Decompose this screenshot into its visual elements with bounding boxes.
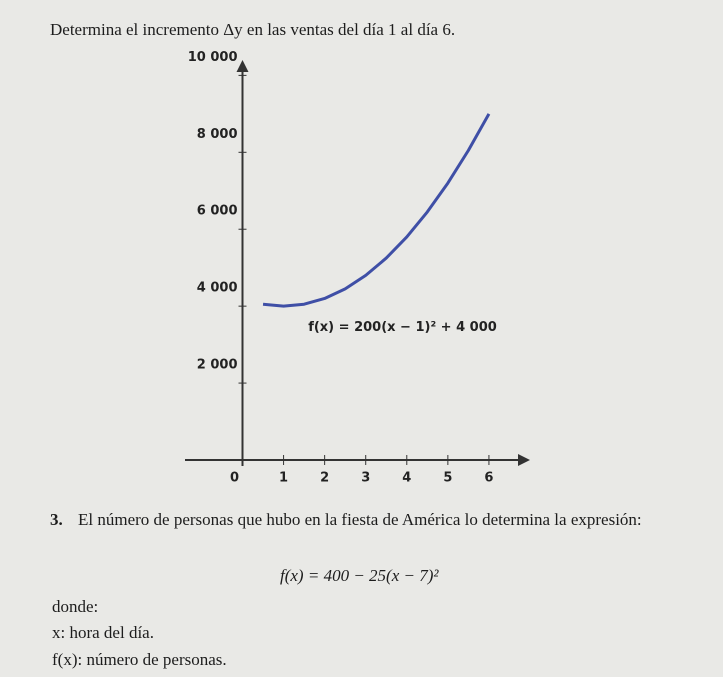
- x-tick-label: 1: [279, 471, 288, 486]
- definition: x: hora del día.: [52, 623, 154, 642]
- y-tick-label: 10 000: [188, 50, 238, 65]
- x-tick-label: 5: [443, 471, 452, 486]
- formula: f(x) = 400 − 25(x − 7)²: [280, 566, 439, 585]
- y-tick-label: 2 000: [197, 358, 238, 373]
- x-axis-arrow: [518, 454, 530, 466]
- y-tick-label: 4 000: [197, 281, 238, 296]
- y-tick-label: 6 000: [197, 204, 238, 219]
- annotation: f(x) = 200(x − 1)² + 4 000: [308, 320, 497, 335]
- definition: f(x): número de personas.: [52, 650, 227, 669]
- x-tick-label: 0: [230, 471, 239, 486]
- y-tick-label: 8 000: [197, 127, 238, 142]
- item-number: 3.: [50, 510, 63, 529]
- x-tick-label: 3: [361, 471, 370, 486]
- x-tick-label: 2: [320, 471, 329, 486]
- x-tick-label: 6: [484, 471, 493, 486]
- item-text: El número de personas que hubo en la fie…: [78, 510, 642, 529]
- x-tick-label: 4: [402, 471, 411, 486]
- curve: [262, 113, 491, 308]
- where: donde:: [52, 597, 99, 616]
- chart: 2 000 4 000 6 000 8 000 10 000 0 1 2 3 4 5 6 f(x) = …: [185, 50, 530, 486]
- y-axis-arrow: [236, 60, 249, 72]
- question: Determina el incremento Δy en las ventas…: [50, 20, 456, 39]
